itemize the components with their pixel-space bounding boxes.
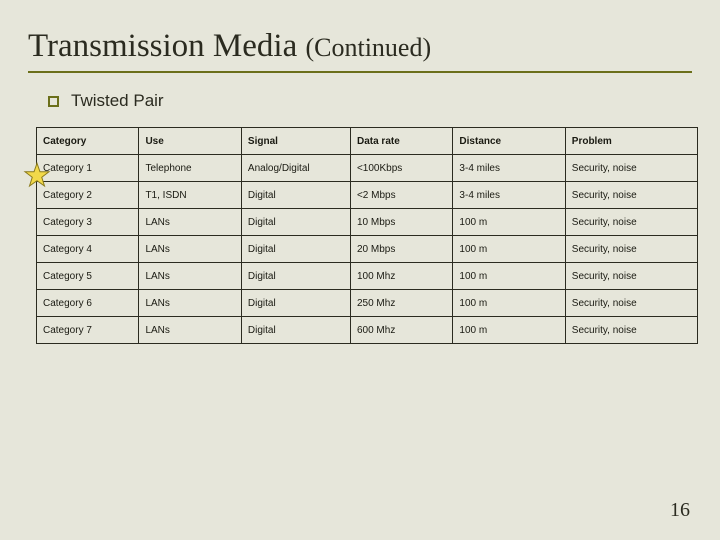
cell: Category 3 (37, 209, 139, 236)
table-body: Category 1 Telephone Analog/Digital <100… (37, 155, 698, 344)
page-number: 16 (670, 499, 690, 522)
table-row: Category 2 T1, ISDN Digital <2 Mbps 3-4 … (37, 182, 698, 209)
table-header-row: Category Use Signal Data rate Distance P… (37, 128, 698, 155)
cell: Analog/Digital (241, 155, 350, 182)
table-row: Category 1 Telephone Analog/Digital <100… (37, 155, 698, 182)
cell: 10 Mbps (350, 209, 452, 236)
title-main: Transmission Media (28, 28, 297, 64)
col-header: Data rate (350, 128, 452, 155)
star-icon (22, 161, 52, 191)
cell: Digital (241, 182, 350, 209)
cell: 3-4 miles (453, 182, 565, 209)
cell: Digital (241, 236, 350, 263)
cell: Security, noise (565, 263, 697, 290)
cell: Security, noise (565, 236, 697, 263)
table-row: Category 7 LANs Digital 600 Mhz 100 m Se… (37, 317, 698, 344)
cell: 20 Mbps (350, 236, 452, 263)
subheading-row: Twisted Pair (48, 91, 692, 111)
cell: Security, noise (565, 317, 697, 344)
cell: LANs (139, 317, 241, 344)
table-row: Category 5 LANs Digital 100 Mhz 100 m Se… (37, 263, 698, 290)
cell: Digital (241, 317, 350, 344)
cell: LANs (139, 236, 241, 263)
title-continued: (Continued) (305, 33, 431, 62)
table-row: Category 6 LANs Digital 250 Mhz 100 m Se… (37, 290, 698, 317)
cell: Security, noise (565, 290, 697, 317)
table-row: Category 3 LANs Digital 10 Mbps 100 m Se… (37, 209, 698, 236)
cell: 100 m (453, 290, 565, 317)
cell: 100 m (453, 317, 565, 344)
cell: 100 Mhz (350, 263, 452, 290)
cell: LANs (139, 290, 241, 317)
cell: Telephone (139, 155, 241, 182)
table-row: Category 4 LANs Digital 20 Mbps 100 m Se… (37, 236, 698, 263)
cell: Digital (241, 263, 350, 290)
cell: <100Kbps (350, 155, 452, 182)
cell: 3-4 miles (453, 155, 565, 182)
page-title: Transmission Media (Continued) (28, 28, 692, 73)
twisted-pair-table: Category Use Signal Data rate Distance P… (36, 127, 698, 344)
cell: LANs (139, 209, 241, 236)
cell: Category 4 (37, 236, 139, 263)
cell: Category 7 (37, 317, 139, 344)
col-header: Distance (453, 128, 565, 155)
cell: T1, ISDN (139, 182, 241, 209)
col-header: Use (139, 128, 241, 155)
cell: 250 Mhz (350, 290, 452, 317)
cell: Category 6 (37, 290, 139, 317)
cell: Digital (241, 209, 350, 236)
cell: 100 m (453, 209, 565, 236)
cell: Security, noise (565, 209, 697, 236)
cell: Digital (241, 290, 350, 317)
col-header: Signal (241, 128, 350, 155)
col-header: Category (37, 128, 139, 155)
col-header: Problem (565, 128, 697, 155)
subheading-text: Twisted Pair (71, 91, 164, 111)
bullet-square-icon (48, 96, 59, 107)
cell: 100 m (453, 263, 565, 290)
slide: Transmission Media (Continued) Twisted P… (0, 0, 720, 540)
cell: Security, noise (565, 182, 697, 209)
cell: Category 5 (37, 263, 139, 290)
cell: LANs (139, 263, 241, 290)
cell: 100 m (453, 236, 565, 263)
cell: 600 Mhz (350, 317, 452, 344)
cell: Security, noise (565, 155, 697, 182)
cell: <2 Mbps (350, 182, 452, 209)
table-container: Category Use Signal Data rate Distance P… (36, 127, 692, 344)
